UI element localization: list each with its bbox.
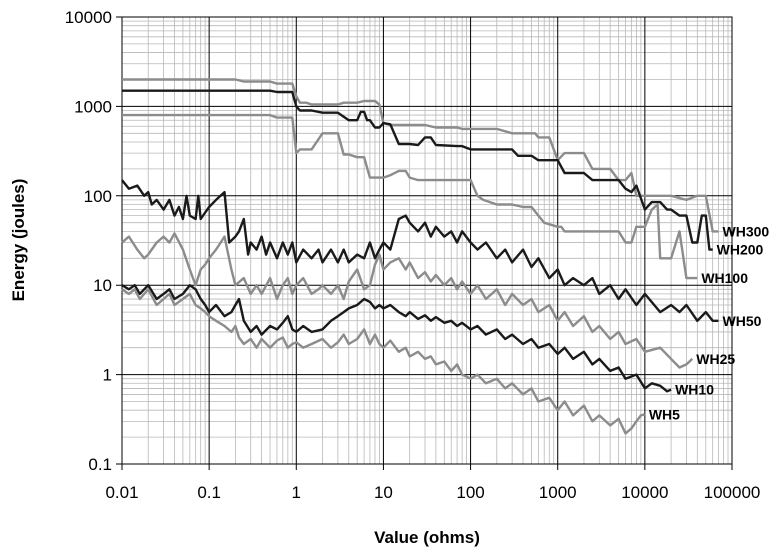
y-tick-label: 1 [103, 366, 112, 385]
series-label-wh10: WH10 [675, 382, 714, 398]
y-tick-label: 0.1 [88, 455, 112, 474]
y-tick-label: 1000 [74, 97, 112, 116]
x-axis-title: Value (ohms) [374, 528, 480, 547]
series-label-wh300: WH300 [723, 223, 770, 239]
x-tick-label: 1 [292, 483, 301, 502]
series-label-wh50: WH50 [723, 313, 762, 329]
minor-gridlines [122, 17, 732, 464]
series-line-wh200 [122, 89, 713, 251]
x-axis-tick-labels: 0.01 0.1 1 10 100 1000 10000 100000 [105, 483, 760, 502]
series-label-wh100: WH100 [701, 270, 748, 286]
series-line-wh100 [122, 113, 698, 280]
series-line-wh300 [122, 78, 719, 233]
y-axis-title: Energy (joules) [9, 179, 28, 302]
plot-area-border [121, 16, 733, 465]
series-line-wh25 [121, 232, 694, 369]
y-tick-label: 100 [84, 187, 112, 206]
y-axis-tick-labels: 0.1 1 10 100 1000 10000 [65, 8, 112, 474]
series-lines [121, 78, 719, 435]
series-line-wh50 [121, 179, 719, 322]
x-tick-label: 10000 [621, 483, 668, 502]
x-tick-label: 1000 [539, 483, 577, 502]
y-tick-label: 10 [93, 276, 112, 295]
series-label-wh25: WH25 [696, 351, 735, 367]
x-tick-label: 0.1 [197, 483, 221, 502]
series-line-wh5 [121, 288, 646, 435]
series-label-wh5: WH5 [649, 406, 680, 422]
series-label-wh200: WH200 [717, 242, 764, 258]
x-tick-label: 0.01 [105, 483, 138, 502]
major-gridlines [116, 16, 733, 470]
x-tick-label: 10 [374, 483, 393, 502]
x-tick-label: 100 [456, 483, 484, 502]
x-tick-label: 100000 [704, 483, 761, 502]
series-line-wh10 [121, 284, 672, 393]
series-labels: WH300 WH200 WH100 WH50 WH25 WH10 WH5 [649, 223, 770, 422]
y-tick-label: 10000 [65, 8, 112, 27]
